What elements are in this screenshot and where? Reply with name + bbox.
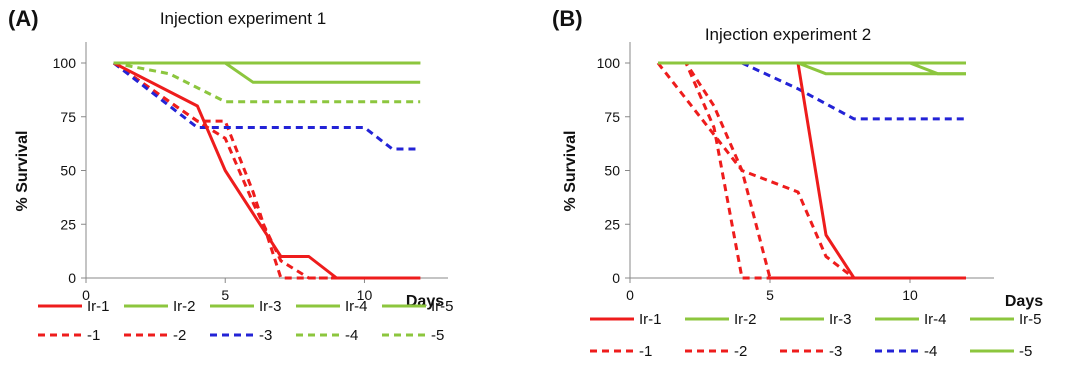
panel-label-b: (B) [552,6,583,31]
x-tick-label: 10 [902,287,918,303]
legend-label: -2 [734,343,747,360]
x-tick-label: 5 [221,287,229,303]
legend-label: -4 [924,343,937,360]
y-tick-label: 100 [53,55,77,71]
series-line-2-dashed [112,61,421,280]
legend-label: -1 [639,343,652,360]
series-line-3-dashed [112,61,421,151]
legend-a: Ir-1 Ir-2 Ir-3 Ir-4 Ir-5 -1 -2 -3 -4 -5 [38,298,454,344]
y-tick-label: 50 [604,163,620,179]
y-tick-label: 25 [604,216,620,232]
y-tick-label: 25 [60,216,76,232]
legend-label: -3 [259,327,272,344]
y-axis-label-b: % Survival [562,131,579,212]
plot-area-b: 0 25 50 75 100 0 5 10 [597,42,994,303]
x-tick-label: 0 [626,287,634,303]
legend-label: -5 [1019,343,1032,360]
legend-label: Ir-2 [734,311,757,328]
chart-title-a: Injection experiment 1 [160,9,326,28]
legend-b: Ir-1 Ir-2 Ir-3 Ir-4 Ir-5 -1 -2 -3 -4 -5 [590,311,1042,360]
x-tick-label: 10 [357,287,373,303]
series-line-3-dashed [656,62,966,280]
series-line-Ir4-solid [658,61,966,76]
legend-label: -4 [345,327,358,344]
series-line-2-dashed [658,61,966,280]
legend-label: Ir-3 [829,311,852,328]
x-axis-label-b: Days [1005,293,1043,310]
legend-label: Ir-4 [924,311,947,328]
legend-label: Ir-3 [259,298,282,315]
y-tick-label: 0 [68,270,76,286]
legend-label: -2 [173,327,186,344]
legend-label: -3 [829,343,842,360]
chart-title-b: Injection experiment 2 [705,25,871,44]
panel-label-a: (A) [8,6,39,31]
y-tick-label: 75 [604,109,620,125]
legend-label: Ir-1 [639,311,662,328]
x-tick-label: 5 [766,287,774,303]
legend-label: Ir-2 [173,298,196,315]
y-tick-label: 100 [597,55,621,71]
legend-label: Ir-1 [87,298,110,315]
series-line-4-dashed [113,61,421,104]
legend-label: Ir-5 [1019,311,1042,328]
legend-label: Ir-5 [431,298,454,315]
y-tick-label: 50 [60,163,76,179]
series-line-4-dashed [658,61,966,121]
y-tick-label: 0 [612,270,620,286]
plot-area-a: 0 25 50 75 100 0 5 10 [53,42,448,303]
series-line-Ir5-solid [113,61,421,84]
series-line-1-dashed [112,61,421,280]
y-axis-label-a: % Survival [14,131,31,212]
legend-label: -1 [87,327,100,344]
series-line-Ir1-solid [113,61,421,280]
legend-label: Ir-4 [345,298,368,315]
legend-label: -5 [431,327,444,344]
y-tick-label: 75 [60,109,76,125]
x-tick-label: 0 [82,287,90,303]
